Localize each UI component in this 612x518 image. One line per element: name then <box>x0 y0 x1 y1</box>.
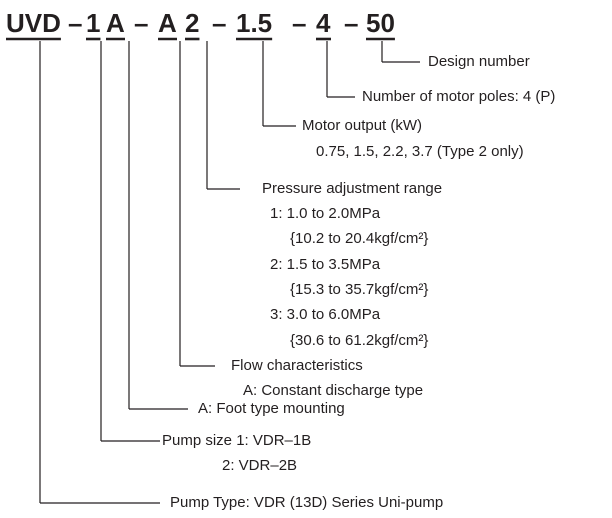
code-segment: 1 <box>86 8 100 38</box>
code-segment: – <box>212 8 226 38</box>
item-label: Number of motor poles: 4 (P) <box>362 88 555 105</box>
code-segment: 2 <box>185 8 199 38</box>
item-detail: 1: 1.0 to 2.0MPa <box>270 205 381 222</box>
item-label: Motor output (kW) <box>302 117 422 134</box>
code-segment: – <box>344 8 358 38</box>
item-label: Pump Type: VDR (13D) Series Uni-pump <box>170 494 443 511</box>
item-detail: 0.75, 1.5, 2.2, 3.7 (Type 2 only) <box>316 143 524 160</box>
code-segment: 1.5 <box>236 8 272 38</box>
item-label: A: Foot type mounting <box>198 400 345 417</box>
item-detail: {10.2 to 20.4kgf/cm²} <box>290 230 428 247</box>
code-segment: UVD <box>6 8 61 38</box>
item-detail: 2: 1.5 to 3.5MPa <box>270 256 381 273</box>
item-detail: 3: 3.0 to 6.0MPa <box>270 306 381 323</box>
code-segment: A <box>158 8 177 38</box>
code-segment: – <box>68 8 82 38</box>
item-detail: {15.3 to 35.7kgf/cm²} <box>290 281 428 298</box>
item-label: Flow characteristics <box>231 357 363 374</box>
item-label: Pump size 1: VDR–1B <box>162 432 311 449</box>
code-segment: – <box>134 8 148 38</box>
item-detail: A: Constant discharge type <box>243 382 423 399</box>
item-label: Design number <box>428 53 530 70</box>
item-label: Pressure adjustment range <box>262 180 442 197</box>
code-segment: 4 <box>316 8 331 38</box>
code-segment: 50 <box>366 8 395 38</box>
item-detail: 2: VDR–2B <box>222 457 297 474</box>
code-segment: – <box>292 8 306 38</box>
item-detail: {30.6 to 61.2kgf/cm²} <box>290 332 428 349</box>
code-segment: A <box>106 8 125 38</box>
